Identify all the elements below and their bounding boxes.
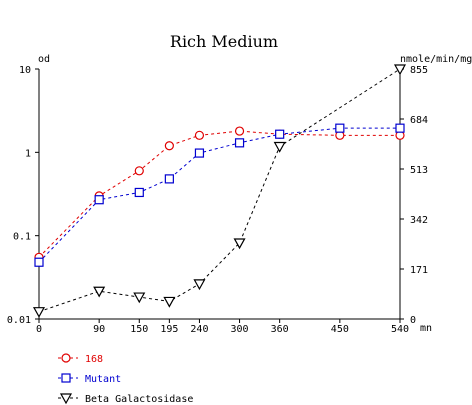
- data-point: [93, 286, 106, 298]
- data-point: [164, 141, 174, 151]
- right-tick-label: 0: [410, 315, 416, 326]
- series-circle: [34, 126, 405, 262]
- left-tick-label: 0.1: [13, 232, 31, 243]
- data-point: [234, 126, 245, 136]
- legend-label: Beta Galactosidase: [85, 394, 193, 405]
- data-point: [133, 292, 146, 304]
- data-point: [273, 141, 286, 153]
- x-tick-label: 0: [36, 324, 42, 335]
- x-tick-label: 195: [160, 324, 178, 335]
- x-tick-label: 240: [190, 324, 208, 335]
- x-tick-label: 450: [331, 324, 349, 335]
- legend-label: Mutant: [85, 374, 121, 385]
- series-line: [38, 127, 400, 263]
- data-point: [335, 123, 345, 133]
- right-axis-label: nmole/min/mg: [400, 54, 472, 65]
- series-layer: [32, 64, 407, 318]
- series-square: [34, 123, 405, 267]
- x-tick-label: 540: [391, 324, 409, 335]
- x-tick-label: 90: [93, 324, 105, 335]
- x-tick-label: 150: [130, 324, 148, 335]
- left-tick-label: 0.01: [7, 315, 31, 326]
- data-point: [395, 123, 405, 133]
- data-point: [194, 148, 205, 158]
- right-tick-label: 855: [410, 65, 428, 76]
- data-point: [233, 238, 246, 250]
- legend-label: 168: [85, 354, 103, 365]
- left-axis-label: od: [38, 54, 50, 65]
- data-point: [163, 296, 176, 308]
- data-point: [32, 307, 46, 318]
- data-point: [94, 195, 104, 205]
- series-line: [38, 68, 401, 313]
- right-tick-label: 342: [410, 215, 428, 226]
- left-tick-label: 1: [25, 148, 31, 159]
- x-tick-label: 300: [231, 324, 249, 335]
- data-point: [134, 166, 144, 176]
- legend-marker: [59, 393, 73, 405]
- series-line: [38, 130, 400, 258]
- data-point: [194, 130, 205, 140]
- data-point: [34, 257, 44, 267]
- x-unit-label: mn: [420, 323, 432, 334]
- right-tick-label: 684: [410, 115, 428, 126]
- legend: 168 Mutant Beta Galactosidase: [58, 353, 193, 405]
- legend-marker: [61, 373, 71, 383]
- data-point: [193, 279, 206, 291]
- chart-title: Rich Medium: [170, 32, 278, 51]
- data-point: [134, 187, 144, 198]
- right-tick-label: 171: [410, 265, 428, 276]
- data-point: [393, 64, 407, 76]
- data-point: [275, 129, 285, 139]
- left-tick-label: 10: [19, 65, 31, 76]
- axis-ticks: 0 90 150 195 240 300 360 450 540 10 1 0.1 0.01 855 684…: [7, 65, 428, 335]
- right-tick-label: 513: [410, 165, 428, 176]
- series-triangle-down: [32, 64, 407, 318]
- data-point: [234, 138, 245, 148]
- x-tick-label: 360: [271, 324, 289, 335]
- legend-marker: [61, 353, 71, 363]
- data-point: [164, 174, 174, 184]
